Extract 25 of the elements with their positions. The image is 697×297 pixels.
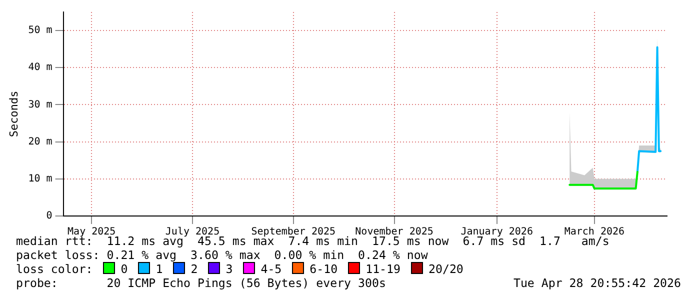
text: 6-10	[310, 262, 338, 276]
x-tick-label: September 2025	[251, 226, 336, 238]
y-tick-label: 50 m	[28, 25, 52, 36]
text: probe: 20 ICMP Echo Pings (56 Bytes) every 300s	[16, 276, 386, 290]
text: Tue Apr 28 20:55:42 2026	[513, 276, 681, 290]
text: packet loss: 0.21 % avg 3.60 % max 0.00 % min 0.24 % now	[16, 248, 428, 262]
text: 11-19	[366, 262, 400, 276]
y-axis-title: Seconds	[7, 90, 20, 138]
text: 4-5	[260, 262, 282, 276]
text: 20/20	[428, 262, 464, 276]
text: 2	[190, 262, 198, 276]
x-tick-label: March 2026	[564, 226, 625, 238]
x-tick-label: November 2025	[355, 226, 434, 238]
y-tick-label: 0	[46, 210, 52, 222]
text: loss color:	[16, 262, 93, 276]
x-tick-label: May 2025	[68, 226, 116, 238]
y-tick-label: 30 m	[28, 99, 52, 110]
text: 0	[120, 262, 128, 276]
text: 3	[226, 262, 233, 276]
y-tick-label: 20 m	[28, 136, 52, 148]
y-tick-label: 10 m	[28, 174, 52, 185]
x-tick-label: January 2026	[460, 226, 533, 238]
x-tick-label: July 2025	[165, 226, 220, 238]
y-tick-label: 40 m	[28, 62, 52, 74]
text: 1	[156, 262, 163, 276]
